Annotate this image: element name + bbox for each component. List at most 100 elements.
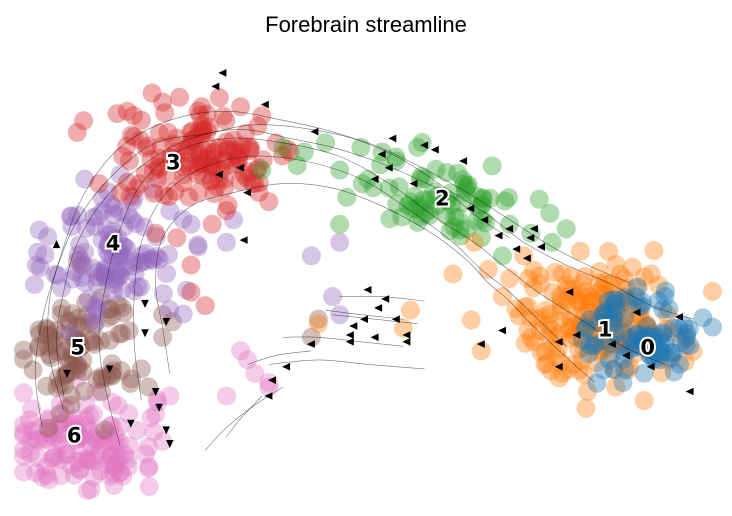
cell-point-cluster-1 xyxy=(610,320,630,340)
cell-point-cluster-0 xyxy=(626,287,646,307)
cell-point-cluster-3 xyxy=(203,143,223,163)
cell-point-cluster-1 xyxy=(401,300,420,320)
cell-point-cluster-4 xyxy=(107,264,126,284)
cell-point-cluster-0 xyxy=(604,307,624,327)
cell-point-cluster-3 xyxy=(231,142,251,162)
cell-point-cluster-4 xyxy=(83,258,103,278)
cell-point-cluster-4 xyxy=(160,201,180,221)
cell-point-cluster-2 xyxy=(352,174,372,194)
cell-point-cluster-1 xyxy=(542,338,562,358)
cell-point-cluster-1 xyxy=(604,282,624,302)
cell-point-cluster-3 xyxy=(216,201,236,221)
cell-point-cluster-5 xyxy=(71,337,90,357)
cell-point-cluster-3 xyxy=(173,173,193,193)
cell-point-cluster-4 xyxy=(149,249,169,269)
cell-point-cluster-4 xyxy=(97,260,116,280)
cell-point-cluster-3 xyxy=(175,153,195,173)
cell-point-cluster-0 xyxy=(630,296,650,316)
cell-point-cluster-0 xyxy=(585,334,605,354)
cell-point-cluster-4 xyxy=(71,250,90,270)
cell-point-cluster-6 xyxy=(141,408,161,428)
cell-point-cluster-2 xyxy=(437,163,457,182)
cell-point-cluster-1 xyxy=(551,290,571,310)
cell-point-cluster-6 xyxy=(77,450,97,470)
cell-point-cluster-3 xyxy=(144,183,164,203)
cell-point-cluster-5 xyxy=(52,298,71,318)
cell-point-cluster-6 xyxy=(20,444,40,463)
cell-point-cluster-6 xyxy=(56,398,76,418)
cell-point-cluster-3 xyxy=(206,177,226,196)
cell-point-cluster-3 xyxy=(237,168,257,188)
cell-point-cluster-4 xyxy=(123,192,143,211)
cell-point-cluster-1 xyxy=(575,365,594,385)
cell-point-cluster-1 xyxy=(578,382,597,401)
cell-point-cluster-5 xyxy=(153,327,173,347)
cell-point-cluster-2 xyxy=(472,195,492,215)
cell-point-cluster-1 xyxy=(580,310,600,330)
streamline-8 xyxy=(282,336,404,347)
cell-point-cluster-6 xyxy=(77,481,97,500)
cell-point-cluster-6 xyxy=(49,419,69,439)
streamline-arrowhead-32 xyxy=(155,403,163,412)
cell-point-cluster-6 xyxy=(38,411,58,431)
streamline-7 xyxy=(332,314,418,324)
cell-point-cluster-3 xyxy=(150,148,170,168)
cell-point-cluster-6 xyxy=(70,459,90,479)
cell-point-cluster-3 xyxy=(198,136,218,155)
cell-point-cluster-1 xyxy=(617,292,637,312)
cell-point-cluster-0 xyxy=(580,310,599,330)
cell-point-cluster-6 xyxy=(119,404,139,424)
cell-point-cluster-1 xyxy=(658,350,678,370)
cell-point-cluster-3 xyxy=(228,148,248,168)
cell-point-cluster-2 xyxy=(458,175,478,195)
cell-point-cluster-5 xyxy=(65,332,85,352)
cell-point-cluster-1 xyxy=(578,299,598,318)
cell-point-cluster-5 xyxy=(14,349,33,369)
cell-point-cluster-4 xyxy=(153,284,173,304)
cell-point-cluster-1 xyxy=(461,310,481,330)
cell-point-cluster-6 xyxy=(54,412,74,432)
cell-point-cluster-5 xyxy=(67,356,87,375)
cell-point-cluster-6 xyxy=(148,393,168,412)
cell-point-cluster-3 xyxy=(232,136,252,156)
streamline-arrowhead-57 xyxy=(621,351,630,360)
streamline-arrowhead-8 xyxy=(459,157,468,165)
cell-point-cluster-0 xyxy=(625,334,645,354)
cell-point-cluster-6 xyxy=(85,428,105,448)
cell-point-cluster-2 xyxy=(542,232,562,252)
cell-point-cluster-0 xyxy=(580,336,600,356)
streamline-arrowhead-51 xyxy=(498,326,506,335)
streamline-arrowhead-45 xyxy=(345,338,354,346)
cell-point-cluster-1 xyxy=(538,315,558,335)
cell-point-cluster-4 xyxy=(48,265,68,285)
cell-point-cluster-1 xyxy=(625,344,645,364)
cell-point-cluster-1 xyxy=(506,299,526,319)
streamline-10 xyxy=(325,309,404,320)
cell-point-cluster-1 xyxy=(570,294,590,313)
cell-point-cluster-4 xyxy=(83,305,103,325)
cell-point-cluster-5 xyxy=(73,350,93,370)
cell-point-cluster-3 xyxy=(185,138,205,158)
cell-point-cluster-1 xyxy=(543,283,562,302)
cell-point-cluster-3 xyxy=(120,186,140,206)
cell-point-cluster-0 xyxy=(595,331,615,351)
cell-point-cluster-2 xyxy=(415,204,435,224)
cell-point-cluster-3 xyxy=(202,214,222,234)
cell-point-cluster-4 xyxy=(95,259,115,278)
cell-point-cluster-5 xyxy=(139,377,158,397)
cell-point-cluster-1 xyxy=(599,274,619,294)
cell-point-cluster-6 xyxy=(52,434,72,454)
cell-point-cluster-3 xyxy=(155,103,175,123)
cell-point-cluster-6 xyxy=(108,396,128,416)
streamline-arrowhead-54 xyxy=(572,331,581,339)
cell-point-cluster-1 xyxy=(521,308,541,328)
cell-point-cluster-1 xyxy=(614,319,634,339)
streamline-arrowhead-24 xyxy=(239,236,248,244)
streamline-1 xyxy=(98,137,666,446)
cell-point-cluster-1 xyxy=(523,260,543,280)
cell-point-cluster-0 xyxy=(653,299,673,319)
streamline-arrowhead-7 xyxy=(430,145,439,154)
streamline-arrowhead-30 xyxy=(105,365,114,374)
cell-point-cluster-5 xyxy=(308,309,328,329)
cell-point-cluster-6 xyxy=(115,444,135,464)
